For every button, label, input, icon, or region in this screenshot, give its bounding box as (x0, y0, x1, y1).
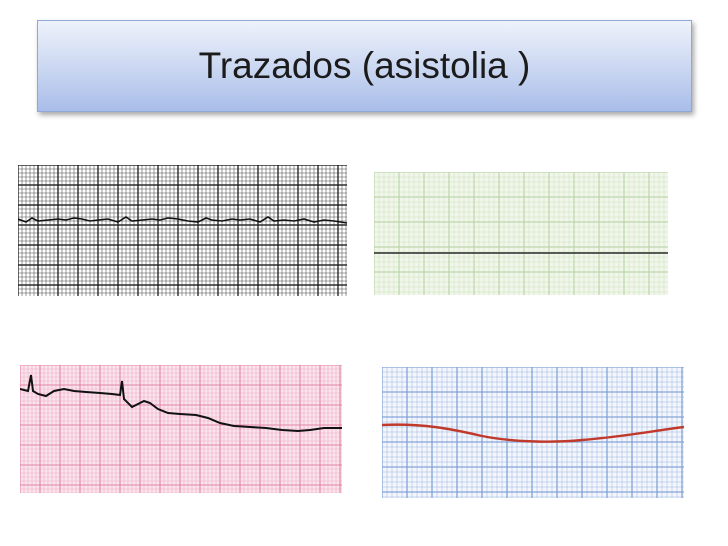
slide-title-box: Trazados (asistolia ) (37, 20, 692, 112)
ecg-strip-2-graphic (374, 172, 668, 295)
ecg-strip-black-grid (18, 165, 347, 296)
slide-title: Trazados (asistolia ) (199, 45, 531, 87)
ecg-strip-pink-grid (20, 365, 342, 493)
ecg-strip-green-grid (374, 172, 668, 295)
ecg-strip-4-graphic (382, 367, 684, 498)
ecg-strip-3-graphic (20, 365, 342, 493)
ecg-strip-blue-grid (382, 367, 684, 498)
ecg-strip-1-graphic (18, 165, 347, 296)
